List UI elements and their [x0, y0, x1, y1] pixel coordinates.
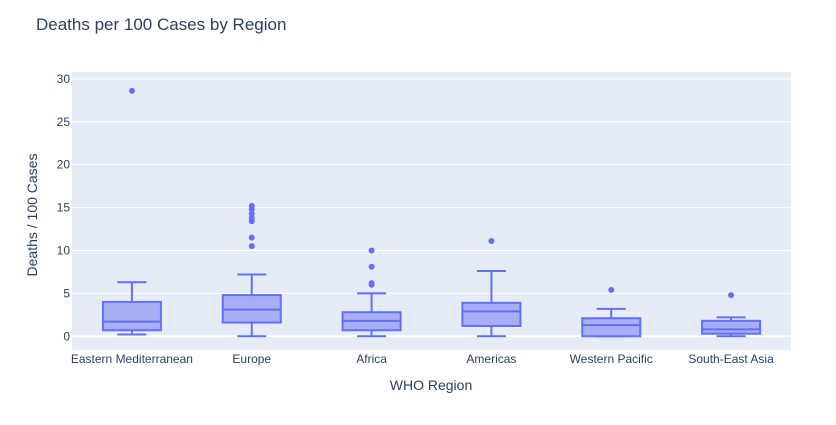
- outlier-point: [368, 247, 375, 254]
- box-africa: [341, 247, 402, 338]
- box-western-pacific: [581, 286, 642, 338]
- outlier-point: [368, 263, 375, 270]
- y-tick-label: 5: [63, 286, 70, 300]
- y-tick-label: 30: [57, 72, 71, 86]
- outlier-point: [728, 292, 735, 299]
- x-axis-ticks: Eastern Mediterranean Europe Africa America…: [71, 352, 774, 366]
- outlier-point: [248, 202, 255, 209]
- outlier-point: [248, 234, 255, 241]
- x-axis-title: WHO Region: [390, 377, 472, 393]
- outlier-point: [368, 280, 375, 287]
- outlier-point: [248, 243, 255, 250]
- x-tick-label: Europe: [232, 352, 271, 366]
- y-axis-title: Deaths / 100 Cases: [24, 154, 40, 277]
- x-tick-label: South-East Asia: [688, 352, 774, 366]
- box-americas: [461, 238, 522, 338]
- box-south-east-asia: [701, 292, 762, 338]
- x-tick-label: Americas: [466, 352, 516, 366]
- box-eastern-mediterranean: [101, 87, 162, 336]
- box-europe: [221, 202, 282, 338]
- iqr-box: [581, 317, 642, 338]
- chart-title: Deaths per 100 Cases by Region: [36, 15, 286, 34]
- iqr-box: [101, 300, 162, 332]
- plot-area: [72, 72, 791, 350]
- y-tick-label: 10: [57, 243, 71, 257]
- y-tick-label: 20: [57, 158, 71, 172]
- outlier-point: [248, 214, 255, 221]
- outlier-point: [608, 286, 615, 293]
- y-tick-label: 15: [57, 201, 71, 215]
- x-tick-label: Africa: [356, 352, 387, 366]
- y-axis-ticks: 0 5 10 15 20 25 30: [57, 72, 71, 343]
- x-tick-label: Eastern Mediterranean: [71, 352, 193, 366]
- outlier-point: [128, 87, 135, 94]
- outlier-point: [248, 210, 255, 217]
- gridlines: [72, 78, 791, 338]
- iqr-box: [461, 301, 522, 327]
- y-tick-label: 25: [57, 115, 71, 129]
- iqr-box: [701, 319, 762, 335]
- outlier-point: [488, 238, 495, 245]
- box-series: [101, 87, 762, 338]
- y-tick-label: 0: [63, 329, 70, 343]
- x-tick-label: Western Pacific: [570, 352, 653, 366]
